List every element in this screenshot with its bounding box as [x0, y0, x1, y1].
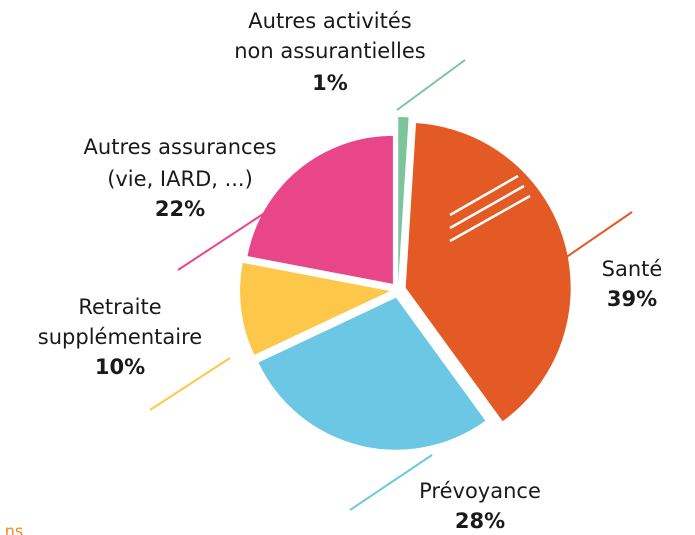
pie-slice [258, 297, 486, 450]
hatch [449, 174, 519, 217]
value-label: 1% [312, 71, 348, 95]
pie-slice [247, 135, 393, 284]
value-label: 39% [607, 287, 657, 311]
slice-label: Autres activités [248, 9, 411, 33]
slice-label: (vie, IARD, ...) [107, 167, 253, 191]
slice-label: non assurantielles [234, 39, 426, 63]
pie-slice [398, 117, 409, 283]
pie-slice [240, 262, 391, 355]
slice-label: Autres assurances [84, 135, 277, 159]
slice-label: Prévoyance [419, 479, 541, 503]
slice-label: Retraite [78, 295, 161, 319]
leader-line [564, 211, 633, 259]
value-label: 22% [155, 197, 205, 221]
slice-label: Santé [602, 257, 663, 281]
leader-line [177, 194, 293, 271]
value-label: 28% [455, 509, 505, 533]
leader-line [396, 59, 466, 111]
leader-line [349, 454, 433, 511]
hatch [449, 194, 531, 243]
slice-label: supplémentaire [38, 325, 202, 349]
value-label: 10% [95, 355, 145, 379]
footer: ns [5, 522, 23, 535]
hatch [449, 184, 525, 230]
leader-line [149, 357, 231, 411]
